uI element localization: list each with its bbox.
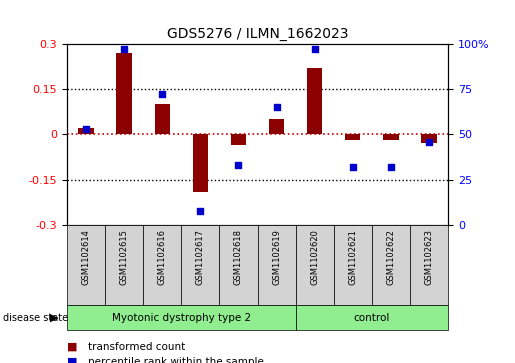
Text: ■: ■: [67, 356, 77, 363]
Point: [272, 104, 281, 110]
Title: GDS5276 / ILMN_1662023: GDS5276 / ILMN_1662023: [167, 27, 348, 41]
Text: GSM1102622: GSM1102622: [386, 229, 396, 285]
Point: [158, 91, 166, 97]
Text: GSM1102616: GSM1102616: [158, 229, 167, 285]
Text: GSM1102619: GSM1102619: [272, 229, 281, 285]
Text: disease state: disease state: [3, 313, 67, 323]
Bar: [383, 134, 399, 140]
Bar: [116, 53, 132, 134]
Point: [311, 46, 319, 52]
Text: GSM1102623: GSM1102623: [424, 229, 434, 285]
Bar: [78, 128, 94, 134]
Text: GSM1102617: GSM1102617: [196, 229, 205, 285]
Text: GSM1102614: GSM1102614: [81, 229, 91, 285]
Bar: [181, 225, 219, 305]
Point: [349, 164, 357, 170]
Bar: [105, 225, 143, 305]
Bar: [307, 68, 322, 134]
Bar: [67, 305, 296, 330]
Bar: [143, 225, 181, 305]
Point: [425, 139, 433, 144]
Text: GSM1102620: GSM1102620: [310, 229, 319, 285]
Point: [196, 208, 204, 213]
Bar: [269, 119, 284, 134]
Bar: [193, 134, 208, 192]
Bar: [154, 104, 170, 134]
Bar: [258, 225, 296, 305]
Text: percentile rank within the sample: percentile rank within the sample: [88, 356, 264, 363]
Text: transformed count: transformed count: [88, 342, 185, 352]
Bar: [67, 225, 105, 305]
Point: [387, 164, 395, 170]
Text: Myotonic dystrophy type 2: Myotonic dystrophy type 2: [112, 313, 251, 323]
Bar: [219, 225, 258, 305]
Text: GSM1102618: GSM1102618: [234, 229, 243, 285]
Point: [120, 46, 128, 52]
Text: ■: ■: [67, 342, 77, 352]
Bar: [410, 225, 448, 305]
Text: control: control: [354, 313, 390, 323]
Bar: [296, 225, 334, 305]
Point: [82, 126, 90, 132]
Text: GSM1102615: GSM1102615: [119, 229, 129, 285]
Bar: [296, 305, 448, 330]
Bar: [421, 134, 437, 143]
Bar: [345, 134, 360, 140]
Bar: [334, 225, 372, 305]
Point: [234, 162, 243, 168]
Bar: [231, 134, 246, 145]
Text: ▶: ▶: [50, 313, 59, 323]
Text: GSM1102621: GSM1102621: [348, 229, 357, 285]
Bar: [372, 225, 410, 305]
